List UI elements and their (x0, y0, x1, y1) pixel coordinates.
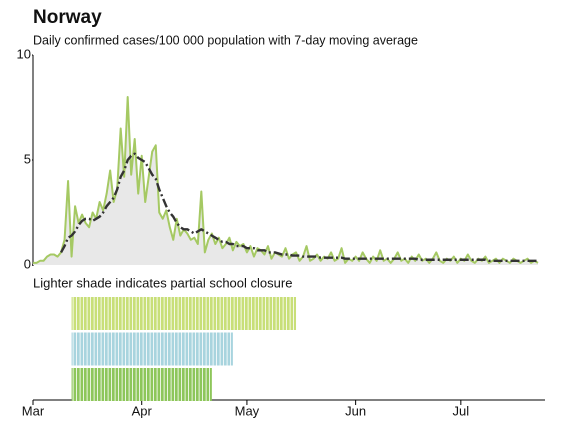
series-line (60, 152, 538, 262)
y-tick-label: 10 (17, 46, 31, 61)
area (33, 97, 538, 265)
x-tick-label: May (235, 403, 260, 418)
x-tick-label: Jul (453, 403, 470, 418)
closure-stripes (71, 297, 297, 330)
closure-stripes (71, 332, 233, 366)
note: Lighter shade indicates partial school c… (33, 275, 292, 290)
x-tick-label: Apr (132, 403, 153, 418)
closure-stripes (71, 368, 212, 401)
chart-subtitle: Daily confirmed cases/100 000 population… (33, 33, 418, 47)
x-tick-label: Mar (22, 403, 45, 418)
x-tick-label: Jun (345, 403, 366, 418)
y-tick-label: 5 (24, 151, 31, 166)
chart-title: Norway (33, 7, 102, 28)
y-tick-label: 0 (24, 256, 31, 271)
